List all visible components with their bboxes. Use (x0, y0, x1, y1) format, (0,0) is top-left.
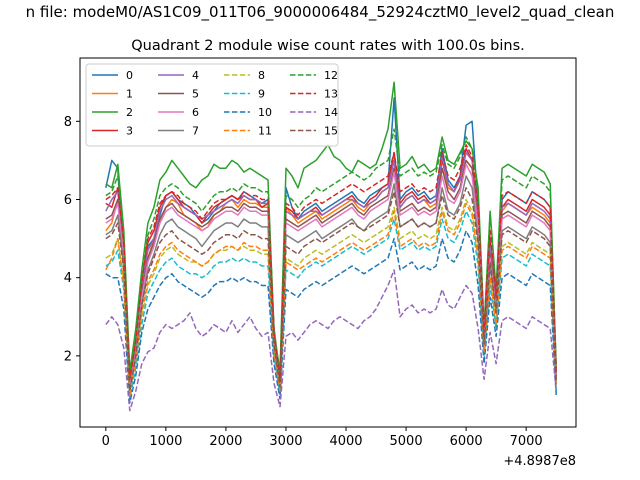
x-tick-label: 3000 (269, 434, 302, 449)
y-tick-label: 4 (64, 271, 72, 286)
legend-label-14: 14 (324, 106, 338, 119)
legend-label-12: 12 (324, 69, 338, 82)
x-offset-label: +4.8987e8 (503, 454, 576, 469)
y-tick-label: 8 (64, 115, 72, 130)
legend-label-5: 5 (192, 88, 199, 101)
legend-label-2: 2 (126, 106, 133, 119)
series-line-13 (105, 144, 557, 381)
x-tick-label: 2000 (209, 434, 242, 449)
x-tick-label: 7000 (510, 434, 543, 449)
figure-suptitle: n file: modeM0/AS1C09_011T06_9000006484_… (25, 3, 615, 21)
y-tick-label: 2 (64, 349, 72, 364)
plot-frame (79, 57, 577, 428)
legend-label-1: 1 (126, 88, 133, 101)
legend-label-13: 13 (324, 88, 338, 101)
legend-label-8: 8 (258, 69, 265, 82)
legend-label-15: 15 (324, 125, 338, 138)
x-tick-label: 6000 (450, 434, 483, 449)
x-tick-label: 4000 (329, 434, 362, 449)
chart-title: Quadrant 2 module wise count rates with … (131, 38, 525, 54)
x-tick-label: 1000 (149, 434, 182, 449)
series-layer (105, 81, 557, 412)
axes-layer: 0 1000 2000 3000 4000 5000 6000 7000 2 4 6 8 (64, 115, 543, 449)
series-line-15 (105, 187, 557, 392)
legend-label-4: 4 (192, 69, 199, 82)
x-tick-label: 0 (102, 434, 110, 449)
legend-label-6: 6 (192, 106, 199, 119)
y-tick-label: 6 (64, 193, 72, 208)
series-line-10 (105, 230, 557, 404)
legend-label-3: 3 (126, 125, 133, 138)
series-line-9 (105, 210, 557, 400)
legend-box (85, 63, 339, 147)
legend-label-11: 11 (258, 125, 272, 138)
legend-label-9: 9 (258, 88, 265, 101)
legend-label-7: 7 (192, 125, 199, 138)
series-line-14 (105, 269, 557, 412)
legend-label-0: 0 (126, 69, 133, 82)
x-tick-label: 5000 (390, 434, 423, 449)
legend-label-10: 10 (258, 106, 272, 119)
